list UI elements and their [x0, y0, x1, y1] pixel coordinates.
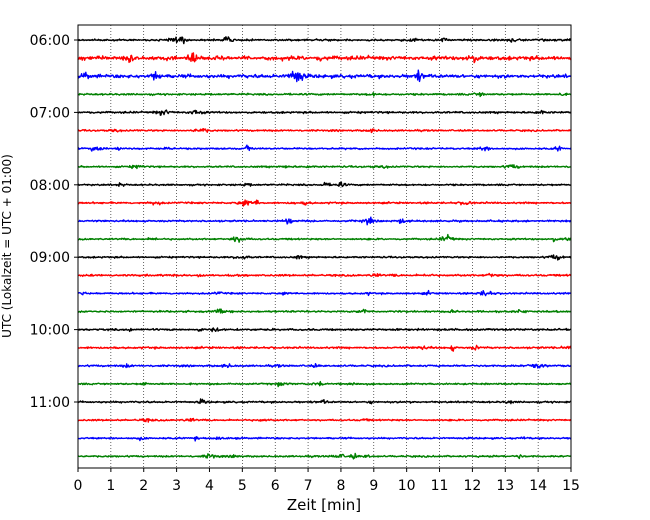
seismic-trace	[77, 344, 572, 352]
seismic-trace	[77, 199, 572, 207]
x-tick-label: 4	[205, 478, 214, 494]
x-tick-label: 15	[562, 478, 580, 494]
seismic-trace	[77, 417, 572, 423]
seismic-trace	[77, 398, 572, 405]
seismic-trace	[77, 452, 572, 460]
x-axis-ticks: 0 1 2 3 4 5 6 7 8 9 10 11 12 13 14 15	[74, 468, 580, 494]
x-tick-label: 5	[238, 478, 247, 494]
grid-lines	[110, 25, 539, 468]
seismic-trace	[77, 109, 572, 116]
y-axis-ticks: 06:00 07:00 08:00 09:00 10:00 11:00	[30, 33, 78, 411]
x-tick-label: 11	[431, 478, 449, 494]
x-axis-title: Zeit [min]	[287, 496, 361, 514]
y-tick-label: 11:00	[30, 395, 70, 411]
x-tick-label: 6	[271, 478, 280, 494]
y-tick-label: 07:00	[30, 105, 70, 121]
seismic-trace	[77, 289, 572, 297]
seismic-trace	[77, 216, 572, 226]
x-tick-label: 10	[398, 478, 416, 494]
seismic-trace	[77, 164, 572, 170]
y-tick-label: 10:00	[30, 323, 70, 339]
x-tick-label: 1	[106, 478, 115, 494]
seismic-trace	[77, 69, 572, 83]
seismic-trace	[77, 91, 572, 98]
seismic-trace	[77, 362, 572, 369]
x-tick-label: 9	[369, 478, 378, 494]
seismic-trace	[77, 254, 572, 261]
seismic-trace	[77, 128, 572, 134]
y-axis-title: UTC (Lokalzeit = UTC + 01:00)	[0, 154, 14, 338]
y-tick-label: 08:00	[30, 178, 70, 194]
x-tick-label: 12	[463, 478, 481, 494]
seismic-trace	[77, 52, 572, 64]
seismic-trace	[77, 272, 572, 278]
seismic-trace	[77, 308, 572, 314]
seismic-traces	[77, 36, 572, 460]
x-tick-label: 2	[139, 478, 148, 494]
seismic-trace	[77, 144, 572, 152]
y-tick-label: 09:00	[30, 250, 70, 266]
x-tick-label: 7	[304, 478, 313, 494]
seismic-trace	[77, 181, 572, 188]
plot-frame	[77, 24, 572, 469]
seismic-trace	[77, 327, 572, 333]
x-tick-label: 8	[336, 478, 345, 494]
x-tick-label: 14	[529, 478, 547, 494]
x-tick-label: 3	[172, 478, 181, 494]
y-tick-label: 06:00	[30, 33, 70, 49]
seismic-trace	[77, 380, 572, 388]
seismic-trace	[77, 36, 572, 45]
seismic-trace	[77, 436, 572, 442]
seismic-trace	[77, 233, 572, 243]
x-tick-label: 13	[496, 478, 514, 494]
x-tick-label: 0	[74, 478, 83, 494]
